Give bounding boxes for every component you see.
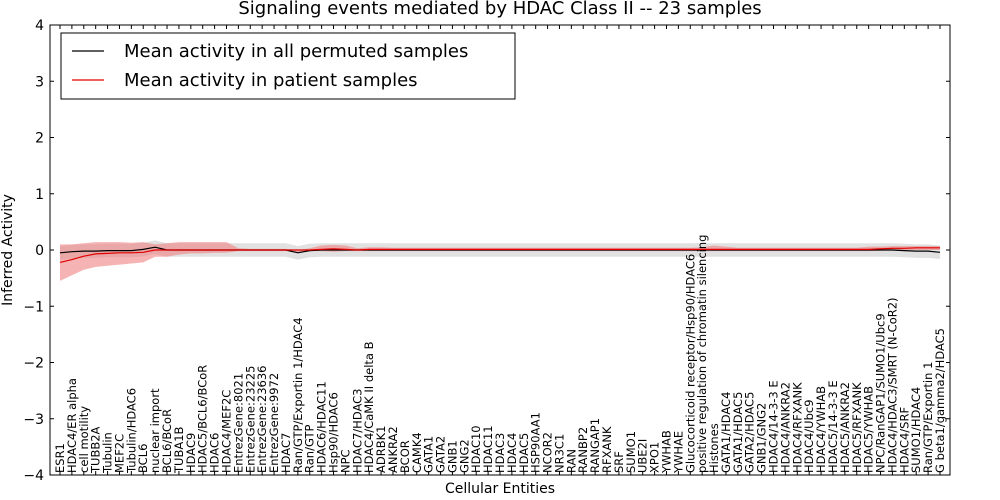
x-tick-label: EntrezGene:9972 xyxy=(267,373,281,473)
x-tick-label: HDAC6/HDAC11 xyxy=(315,381,329,473)
x-tick-label: HDAC5/BCL6/BCoR xyxy=(196,365,210,473)
x-tick-label: MEF2C xyxy=(113,434,127,473)
x-tick-label: HDAC7/HDAC3 xyxy=(350,389,364,474)
x-tick-label: TUBA1B xyxy=(172,426,186,474)
y-tick-label: −4 xyxy=(23,468,44,484)
x-tick-label: ANKRA2 xyxy=(386,426,400,473)
x-tick-label: GATA1 xyxy=(422,436,436,473)
x-tick-label: HDAC4/SRF xyxy=(897,407,911,473)
x-tick-label: GATA1/HDAC4 xyxy=(719,392,733,473)
x-tick-label: HDAC3 xyxy=(493,433,507,473)
x-axis-label: Cellular Entities xyxy=(445,481,555,497)
x-tick-label: XPO1 xyxy=(648,442,662,473)
legend-box xyxy=(60,32,516,100)
x-tick-label: HDAC6 xyxy=(208,433,222,473)
x-tick-label: HDAC7 xyxy=(279,433,293,473)
patient-mean-line xyxy=(59,247,940,263)
x-tick-label: NR3C1 xyxy=(553,434,567,473)
legend-label-patient: Mean activity in patient samples xyxy=(124,70,418,91)
x-tick-label: HDAC4/14-3-3 E xyxy=(767,380,781,473)
x-tick-label: SRF xyxy=(612,451,626,473)
x-tick-label: HDAC4/ER alpha xyxy=(65,378,79,473)
y-axis-label: Inferred Activity xyxy=(0,194,16,306)
y-tick-label: −2 xyxy=(23,356,44,372)
legend-label-permuted: Mean activity in all permuted samples xyxy=(124,41,468,62)
x-tick-label: cell motility xyxy=(77,406,91,473)
y-tick-label: 3 xyxy=(35,74,44,90)
y-tick-label: −3 xyxy=(23,412,44,428)
x-tick-label: HDAC9 xyxy=(184,433,198,473)
x-tick-label: RAN xyxy=(564,449,578,473)
x-tick-label: GNB1/GNG2 xyxy=(755,403,769,473)
y-tick-label: −1 xyxy=(23,299,44,315)
x-tick-label: RFXANK xyxy=(600,426,614,473)
x-tick-label: ADRBK1 xyxy=(374,426,388,473)
x-tick-label: HDAC11 xyxy=(481,425,495,473)
x-tick-label: NPC xyxy=(338,449,352,473)
x-tick-label: GATA2/HDAC5 xyxy=(743,392,757,473)
x-tick-label: GATA1/HDAC5 xyxy=(731,392,745,473)
x-tick-label: BCL6 xyxy=(136,444,150,473)
x-tick-label: HDAC5/ANKRA2 xyxy=(838,382,852,473)
x-tick-label: GATA2 xyxy=(434,436,448,473)
x-tick-label: HDAC4 xyxy=(505,433,519,473)
x-tick-label: HSP90AA1 xyxy=(529,412,543,473)
y-tick-label: 4 xyxy=(35,18,44,34)
y-tick-label: 0 xyxy=(35,243,44,259)
x-tick-label: Ran/GTP xyxy=(303,425,317,473)
x-tick-label: GNB1 xyxy=(445,440,459,473)
x-tick-label: HDAC5 xyxy=(517,433,531,473)
x-tick-label: GNG2 xyxy=(457,439,471,473)
x-tick-label: Tubulin xyxy=(101,432,115,474)
y-tick-label: 2 xyxy=(35,131,44,147)
x-tick-label: YWHAB xyxy=(660,430,674,474)
x-tick-label: Tubulin/HDAC6 xyxy=(124,388,138,474)
x-tick-label: Ran/GTP/Exportin 1 xyxy=(921,362,935,473)
x-tick-label: SUMO1 xyxy=(624,431,638,473)
x-tick-label: HDAC5/14-3-3 E xyxy=(826,380,840,473)
x-tick-label: EntrezGene:8021 xyxy=(231,373,245,473)
x-tick-label: EntrezGene:23636 xyxy=(255,366,269,473)
x-tick-label: Ran/GTP/Exportin 1/HDAC4 xyxy=(291,317,305,473)
x-tick-label: ESR1 xyxy=(53,443,67,473)
x-tick-label: RANBP2 xyxy=(576,427,590,473)
x-tick-label: HDAC4/MEF2C xyxy=(220,390,234,473)
x-tick-label: BCL6/BCoR xyxy=(160,409,174,473)
legend: Mean activity in all permuted samples Me… xyxy=(60,32,516,100)
x-tick-label: nuclear import xyxy=(148,388,162,473)
x-tick-label: NCOR2 xyxy=(541,432,555,473)
x-tick-label: YWHAE xyxy=(671,431,685,474)
x-tick-label: HDAC4/ANKRA2 xyxy=(778,382,792,473)
x-tick-label: SUMO1/HDAC4 xyxy=(909,387,923,473)
x-tick-label: HDAC4/CaMK II delta B xyxy=(362,341,376,473)
x-tick-label: HDAC4/YWHAB xyxy=(814,386,828,473)
x-tick-label: positive regulation of chromatin silenci… xyxy=(695,235,709,473)
patient-variance-band xyxy=(60,242,940,281)
x-tick-label: Hsp90/HDAC6 xyxy=(327,392,341,473)
x-tick-label: TUBB2A xyxy=(89,426,103,474)
y-tick-label: 1 xyxy=(35,187,44,203)
x-tick-label: UBE2I xyxy=(636,439,650,473)
x-tick-label: HDAC5/RFXANK xyxy=(850,382,864,473)
x-tick-label: HDAC10 xyxy=(469,425,483,473)
x-tick-label: EntrezGene:23225 xyxy=(243,366,257,473)
x-tick-label: BCOR xyxy=(398,440,412,473)
chart-title: Signaling events mediated by HDAC Class … xyxy=(238,0,761,19)
x-tick-label: HDAC4/HDAC3/SMRT (N-CoR2) xyxy=(885,297,899,473)
x-tick-label: RANGAP1 xyxy=(588,418,602,473)
x-tick-label: Glucocorticoid receptor/Hsp90/HDAC6 xyxy=(683,254,697,473)
x-tick-label: G beta1/gamma2/HDAC5 xyxy=(933,328,947,473)
x-tick-label: HDAC4/RFXANK xyxy=(790,382,804,473)
x-tick-label: HDAC4/Ubc9 xyxy=(802,399,816,473)
x-tick-label: NPC/RanGAP1/SUMO1/Ubc9 xyxy=(874,313,888,473)
x-tick-label: HDAC5/YWHAB xyxy=(862,386,876,473)
x-tick-label: Histones xyxy=(707,423,721,473)
x-tick-label: CAMK4 xyxy=(410,432,424,473)
